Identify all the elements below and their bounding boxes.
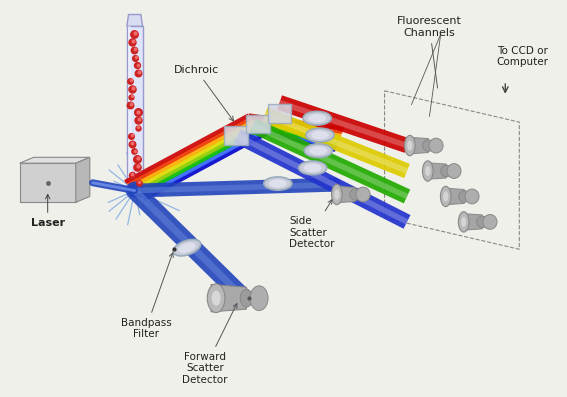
Ellipse shape [356, 187, 370, 202]
Text: To CCD or
Computer: To CCD or Computer [497, 46, 549, 67]
Polygon shape [337, 186, 356, 203]
Ellipse shape [441, 165, 452, 177]
Ellipse shape [483, 214, 497, 229]
Ellipse shape [459, 191, 470, 202]
Ellipse shape [461, 217, 467, 227]
Ellipse shape [404, 135, 415, 156]
Ellipse shape [441, 186, 451, 206]
Ellipse shape [310, 146, 327, 155]
Ellipse shape [443, 191, 448, 202]
Ellipse shape [306, 128, 334, 142]
Ellipse shape [269, 179, 287, 188]
Polygon shape [428, 163, 446, 179]
Ellipse shape [458, 212, 469, 232]
Polygon shape [446, 188, 464, 205]
Ellipse shape [240, 289, 253, 307]
Polygon shape [128, 26, 132, 187]
Ellipse shape [425, 166, 430, 176]
Polygon shape [20, 157, 90, 163]
Polygon shape [247, 115, 270, 133]
Polygon shape [20, 163, 76, 202]
Ellipse shape [423, 140, 434, 151]
Polygon shape [224, 126, 248, 145]
Text: Side
Scatter
Detector: Side Scatter Detector [289, 200, 335, 249]
Polygon shape [127, 187, 142, 189]
Ellipse shape [407, 141, 412, 151]
Ellipse shape [304, 164, 321, 172]
Ellipse shape [178, 243, 196, 253]
Text: Bandpass
Filter: Bandpass Filter [121, 253, 174, 339]
Text: Dichroic: Dichroic [174, 65, 234, 121]
Ellipse shape [477, 216, 488, 227]
Ellipse shape [422, 161, 433, 181]
Ellipse shape [465, 189, 479, 204]
Ellipse shape [173, 239, 201, 256]
Ellipse shape [332, 184, 342, 205]
Ellipse shape [264, 177, 292, 190]
Ellipse shape [299, 161, 327, 175]
Ellipse shape [429, 138, 443, 153]
Polygon shape [211, 285, 247, 312]
Polygon shape [268, 104, 291, 123]
Text: Forward
Scatter
Detector: Forward Scatter Detector [182, 304, 237, 385]
Ellipse shape [308, 114, 326, 123]
Ellipse shape [447, 164, 461, 178]
Ellipse shape [208, 284, 225, 312]
Ellipse shape [303, 111, 331, 125]
Polygon shape [76, 157, 90, 202]
Ellipse shape [250, 286, 268, 310]
Text: Laser: Laser [31, 195, 65, 228]
Polygon shape [464, 214, 483, 230]
Polygon shape [127, 15, 142, 26]
Polygon shape [127, 26, 142, 187]
Ellipse shape [211, 291, 221, 306]
Polygon shape [410, 137, 428, 154]
Ellipse shape [350, 189, 361, 200]
Ellipse shape [304, 144, 332, 158]
Text: Fluorescent
Channels: Fluorescent Channels [397, 16, 462, 88]
Ellipse shape [311, 131, 329, 139]
Ellipse shape [334, 189, 340, 200]
